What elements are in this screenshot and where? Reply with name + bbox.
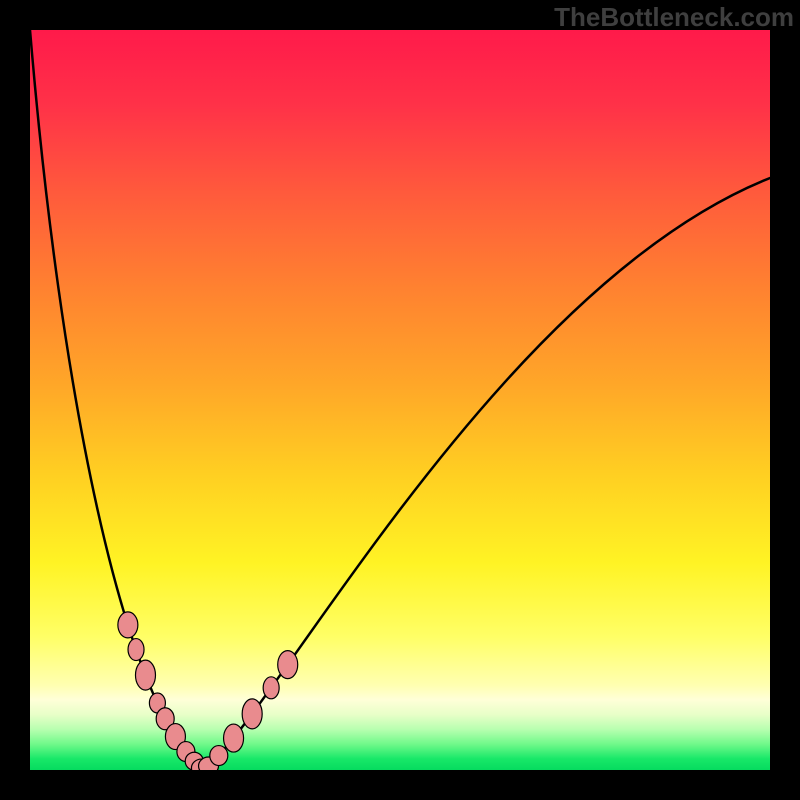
chart-svg [30,30,770,770]
curve-marker [210,746,228,766]
curve-marker [135,660,155,690]
curve-marker [224,724,244,752]
curve-marker [118,612,138,638]
curve-marker [128,639,144,661]
curve-marker [263,677,279,699]
curve-marker [242,699,262,729]
chart-frame: TheBottleneck.com [0,0,800,800]
curve-marker [278,651,298,679]
watermark-text: TheBottleneck.com [554,2,794,33]
plot-area [30,30,770,770]
